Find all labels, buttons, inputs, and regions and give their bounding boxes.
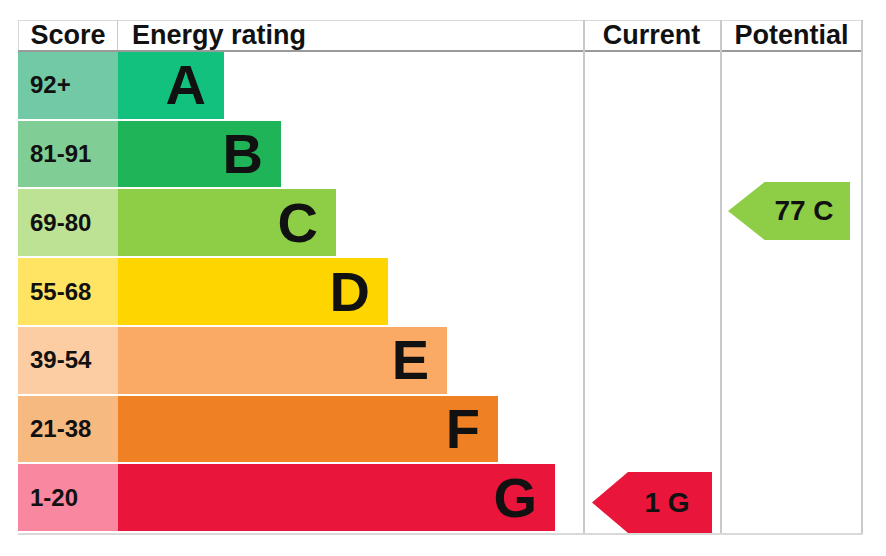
header-score: Score: [18, 20, 118, 51]
score-range-a: 92+: [30, 71, 71, 99]
band-bar-g: G: [118, 464, 555, 531]
band-row-d: 55-68 D: [18, 258, 863, 327]
band-row-f: 21-38 F: [18, 396, 863, 465]
score-range-g: 1-20: [30, 484, 78, 512]
current-rating-label: 1 G: [644, 487, 689, 519]
band-bar-a: A: [118, 52, 224, 119]
band-letter-f: F: [446, 401, 480, 457]
score-cell-b: 81-91: [18, 121, 118, 188]
header-potential: Potential: [720, 20, 863, 51]
band-letter-c: C: [278, 195, 318, 251]
band-row-e: 39-54 E: [18, 327, 863, 396]
band-bar-d: D: [118, 258, 388, 325]
header-energy-rating: Energy rating: [132, 20, 432, 51]
score-cell-g: 1-20: [18, 464, 118, 531]
band-letter-b: B: [223, 126, 263, 182]
score-range-e: 39-54: [30, 346, 91, 374]
band-letter-a: A: [166, 57, 206, 113]
band-letter-d: D: [330, 264, 370, 320]
epc-rating-chart: Score Energy rating Current Potential 92…: [0, 0, 886, 556]
band-letter-e: E: [392, 332, 429, 388]
band-bar-c: C: [118, 189, 336, 256]
score-cell-f: 21-38: [18, 396, 118, 463]
score-range-f: 21-38: [30, 415, 91, 443]
score-cell-d: 55-68: [18, 258, 118, 325]
table-bottom-border: [18, 533, 863, 535]
score-range-c: 69-80: [30, 209, 91, 237]
score-cell-a: 92+: [18, 52, 118, 119]
band-bar-b: B: [118, 121, 281, 188]
score-range-b: 81-91: [30, 140, 91, 168]
band-row-b: 81-91 B: [18, 121, 863, 190]
band-rows: 92+ A 81-91 B 69-80 C 55-68 D 39-54 E 21…: [18, 52, 863, 533]
score-range-d: 55-68: [30, 278, 91, 306]
band-bar-e: E: [118, 327, 447, 394]
band-row-c: 69-80 C: [18, 189, 863, 258]
band-row-a: 92+ A: [18, 52, 863, 121]
potential-rating-label: 77 C: [774, 195, 833, 227]
header-current: Current: [583, 20, 720, 51]
band-row-g: 1-20 G: [18, 464, 863, 533]
score-cell-e: 39-54: [18, 327, 118, 394]
band-bar-f: F: [118, 396, 498, 463]
band-letter-g: G: [493, 470, 537, 526]
score-cell-c: 69-80: [18, 189, 118, 256]
